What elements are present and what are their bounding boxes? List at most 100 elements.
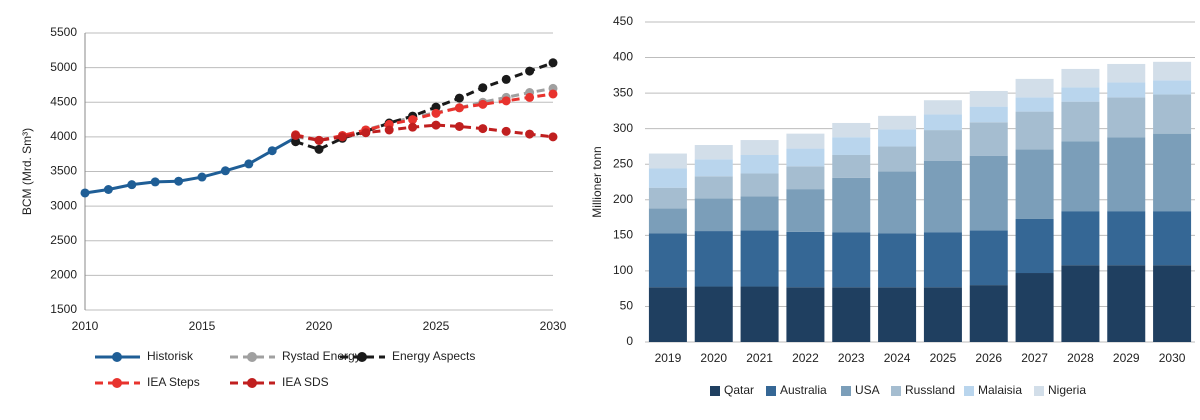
bar-segment: [740, 286, 779, 342]
legend-label: Energy Aspects: [392, 349, 475, 363]
legend-label: Nigeria: [1048, 383, 1086, 397]
bar-segment: [832, 232, 871, 288]
point: [454, 103, 464, 113]
legend-swatch: [1034, 386, 1044, 396]
legend-label: Russland: [905, 383, 955, 397]
bar-segment: [740, 140, 779, 155]
point: [244, 159, 254, 169]
point: [291, 137, 301, 147]
x-tick-label: 2019: [655, 351, 682, 365]
bar-segment: [969, 90, 1008, 107]
bar-segment: [694, 159, 733, 177]
series-line: [84, 136, 297, 195]
point: [548, 58, 558, 68]
bar-segment: [648, 153, 687, 169]
y-tick-label: 5500: [50, 25, 77, 39]
x-tick-label: 2028: [1067, 351, 1094, 365]
bar-segment: [1015, 111, 1054, 150]
bar-segment: [1107, 97, 1146, 138]
point: [361, 128, 371, 138]
x-tick-label: 2020: [306, 319, 333, 333]
legend-marker: [247, 352, 257, 362]
legend-swatch: [710, 386, 720, 396]
point: [384, 125, 394, 135]
x-tick-label: 2029: [1113, 351, 1140, 365]
bar-segment: [1107, 265, 1146, 342]
bar-segment: [648, 187, 687, 209]
y-tick-label: 0: [626, 334, 633, 348]
bar-segment: [648, 233, 687, 288]
point: [454, 121, 464, 131]
point: [127, 180, 137, 190]
y-tick-label: 50: [620, 299, 634, 313]
bar-segment: [969, 122, 1008, 156]
point: [80, 188, 90, 198]
bar-segment: [1153, 80, 1192, 95]
bar-segment: [1015, 97, 1054, 112]
bar-segment: [923, 130, 962, 161]
legend-marker: [112, 352, 122, 362]
bar-segment: [832, 154, 871, 178]
bar-segment: [694, 176, 733, 199]
bar-segment: [694, 286, 733, 342]
bar-segment: [1061, 211, 1100, 266]
bar-segment: [1061, 101, 1100, 142]
x-tick-label: 2023: [838, 351, 865, 365]
point: [525, 129, 535, 139]
bar-segment: [786, 189, 825, 232]
bar-segment: [923, 232, 962, 288]
bar-segment: [1015, 149, 1054, 219]
y-tick-label: 300: [613, 121, 633, 135]
point: [525, 66, 535, 76]
legend-label: Rystad Energy: [282, 349, 361, 363]
point: [150, 177, 160, 187]
bar-segment: [923, 160, 962, 233]
bar-segment: [1107, 137, 1146, 212]
bar-segment: [832, 177, 871, 233]
legend-swatch: [964, 386, 974, 396]
series-line: [295, 86, 554, 142]
x-tick-label: 2015: [189, 319, 216, 333]
y-tick-label: 3500: [50, 164, 77, 178]
y-tick-label: 2000: [50, 268, 77, 282]
point: [431, 102, 441, 112]
bar-segment: [878, 171, 917, 234]
bar-segment: [832, 287, 871, 342]
bar-segment: [1107, 82, 1146, 98]
bar-segment: [832, 137, 871, 155]
y-tick-label: 400: [613, 50, 633, 64]
point: [431, 120, 441, 130]
point: [314, 144, 324, 154]
point: [408, 115, 418, 125]
y-axis-label: BCM (Mrd. Sm³): [20, 128, 34, 215]
y-tick-label: 4000: [50, 129, 77, 143]
y-tick-label: 150: [613, 228, 633, 242]
y-tick-label: 250: [613, 156, 633, 170]
point: [525, 92, 535, 102]
point: [220, 166, 230, 176]
legend-label: IEA Steps: [147, 375, 200, 389]
y-tick-label: 1500: [50, 302, 77, 316]
bar-segment: [878, 146, 917, 172]
y-tick-label: 5000: [50, 60, 77, 74]
y-tick-label: 350: [613, 85, 633, 99]
legend-label: Qatar: [724, 383, 754, 397]
point: [548, 132, 558, 142]
bar-segment: [878, 129, 917, 147]
legend-swatch: [766, 386, 776, 396]
bar-segment: [969, 285, 1008, 342]
x-tick-label: 2025: [423, 319, 450, 333]
bar-segment: [740, 173, 779, 197]
x-tick-label: 2026: [975, 351, 1002, 365]
point: [291, 130, 301, 140]
bar-segment: [923, 287, 962, 342]
y-tick-label: 450: [613, 14, 633, 28]
point: [267, 146, 277, 156]
y-tick-label: 3000: [50, 198, 77, 212]
legend-label: Australia: [780, 383, 827, 397]
bar-segment: [694, 198, 733, 232]
bar-segment: [648, 168, 687, 188]
point: [314, 135, 324, 145]
point: [454, 93, 464, 103]
bar-segment: [1015, 218, 1054, 274]
